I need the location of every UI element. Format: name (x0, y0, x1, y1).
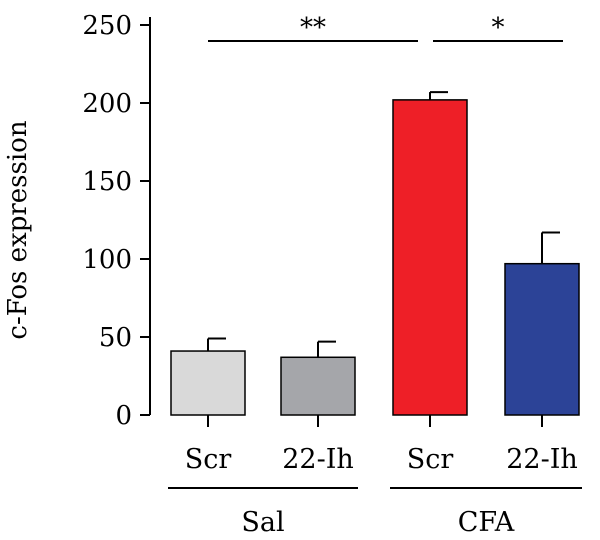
y-tick-label: 50 (99, 323, 132, 353)
bar (170, 350, 246, 416)
y-axis-label: c-Fos expression (3, 120, 33, 339)
y-tick-label: 100 (82, 245, 132, 275)
bar (392, 99, 468, 416)
y-tick-label: 0 (115, 401, 132, 431)
group-label: Sal (241, 507, 284, 538)
x-tick-label: Scr (407, 444, 454, 475)
bar (280, 356, 356, 416)
x-tick-label: 22-Ih (506, 444, 578, 475)
bar (504, 262, 580, 416)
y-tick-label: 150 (82, 167, 132, 197)
significance-label: ** (300, 13, 326, 43)
y-tick-label: 200 (82, 89, 132, 119)
group-label: CFA (458, 507, 515, 538)
y-tick-label: 250 (82, 11, 132, 41)
x-tick-label: Scr (185, 444, 232, 475)
significance-label: * (492, 13, 505, 43)
x-tick-label: 22-Ih (282, 444, 354, 475)
